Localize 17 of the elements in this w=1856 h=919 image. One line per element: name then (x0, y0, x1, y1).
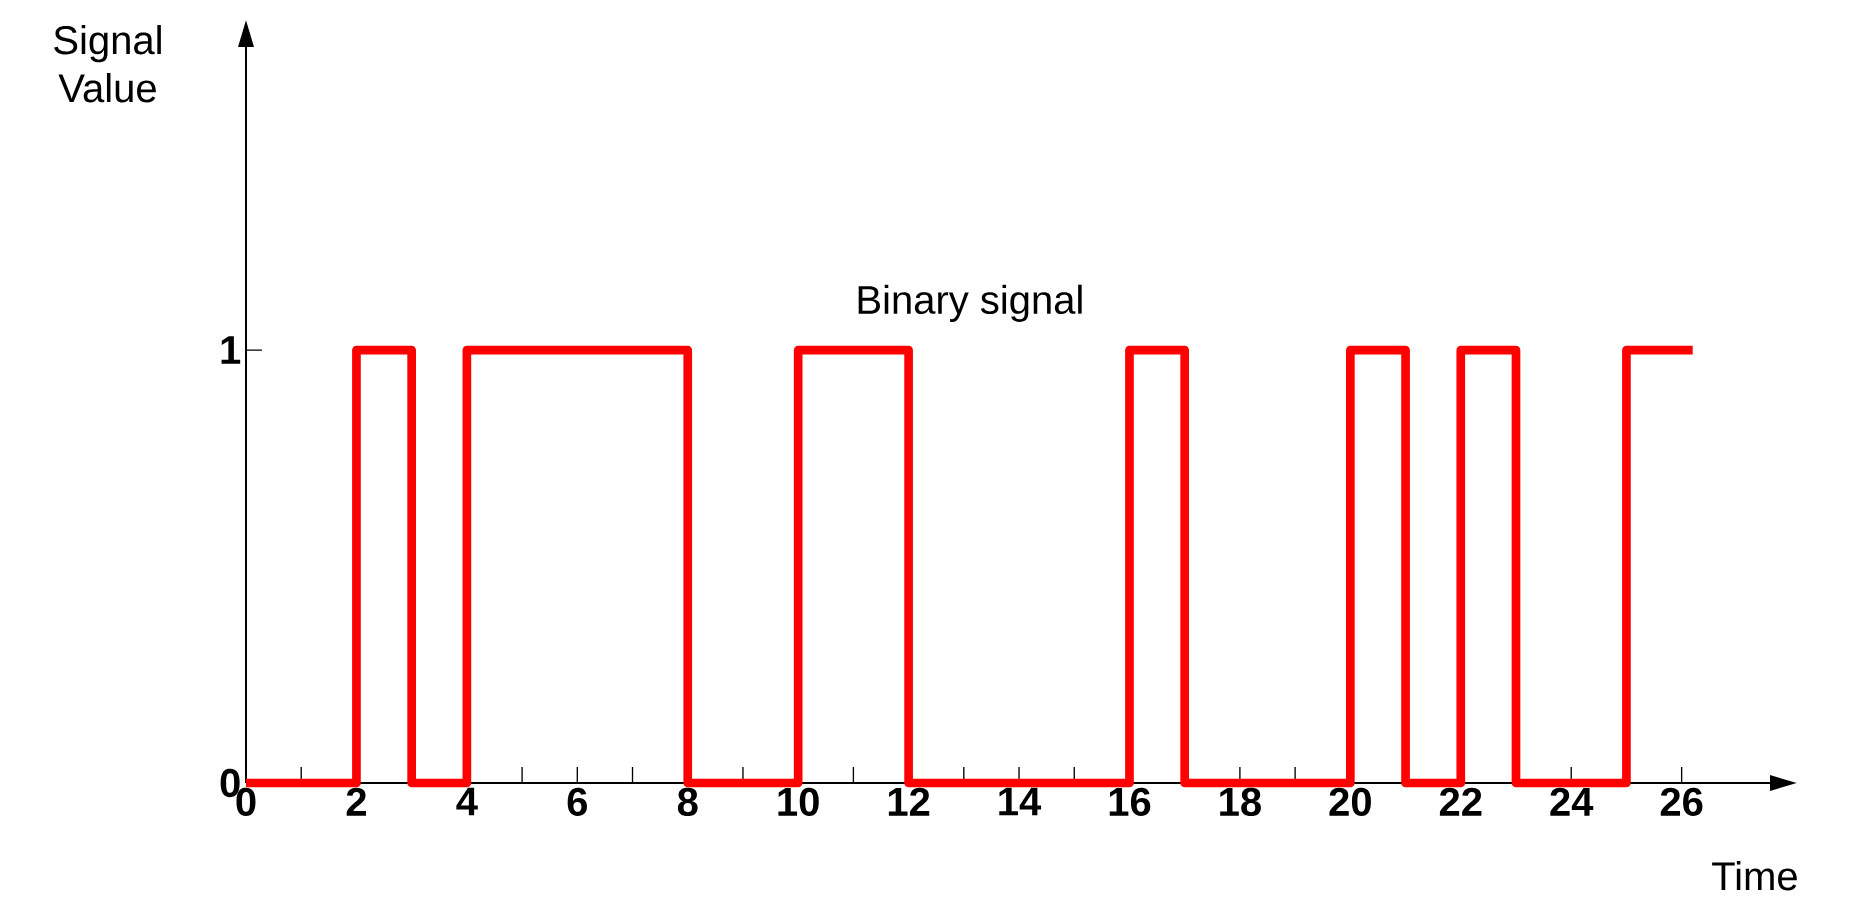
x-tick-label: 24 (1550, 787, 1594, 816)
x-tick-label: 6 (567, 787, 587, 817)
x-tick-label: 4 (456, 787, 478, 816)
x-tick-label: 12 (888, 787, 930, 816)
x-tick-label: 10 (778, 787, 819, 817)
x-axis-title: Time (1712, 861, 1797, 891)
x-tick-label: 20 (1329, 787, 1371, 817)
x-tick-label: 22 (1439, 787, 1482, 816)
x-tick-label: 26 (1660, 787, 1703, 817)
y-tick-label: 1 (221, 336, 241, 364)
x-tick-label: 8 (677, 787, 698, 817)
x-tick-label: 18 (1220, 787, 1261, 817)
series-label: Binary signal (858, 284, 1082, 322)
x-tick-label: 16 (1109, 787, 1151, 817)
y-axis-title: Signal Value (54, 25, 161, 103)
x-tick-label: 14 (999, 787, 1042, 816)
x-tick-label: 2 (346, 787, 366, 816)
